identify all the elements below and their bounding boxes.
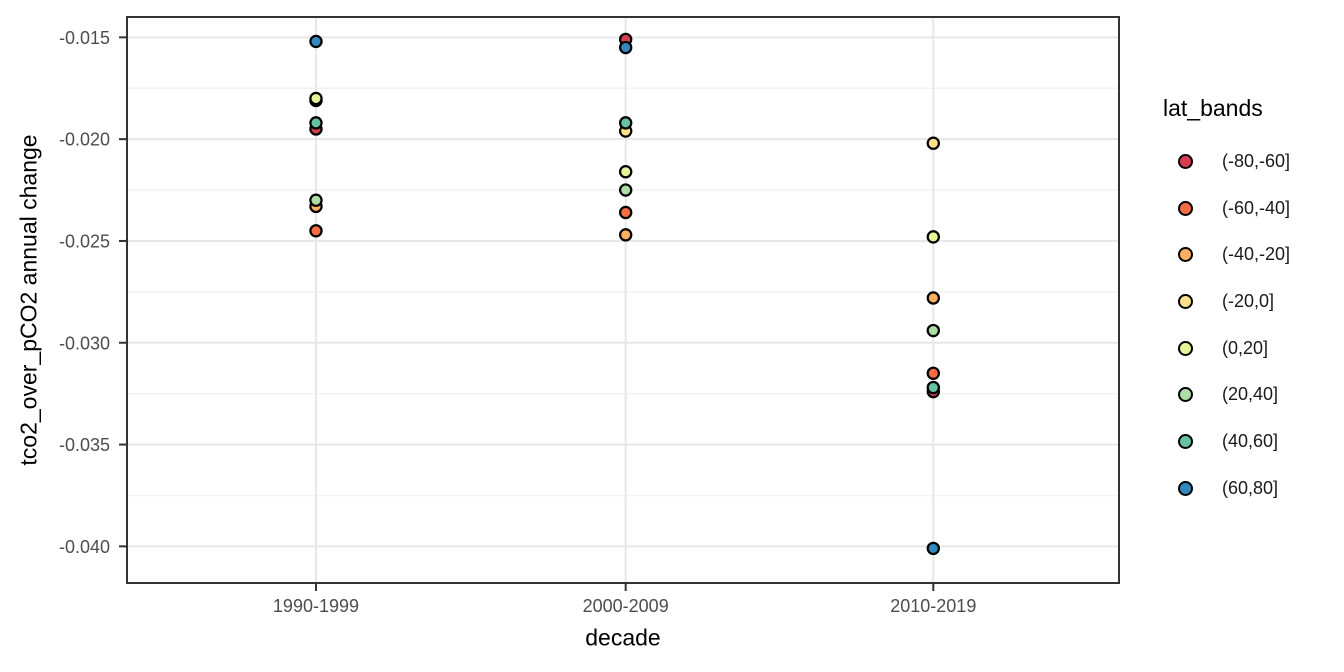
x-tick-label: 2000-2009 — [583, 596, 669, 616]
y-axis-title: tco2_over_pCO2 annual change — [15, 134, 42, 466]
y-tick-label: -0.020 — [59, 130, 110, 150]
data-point — [618, 228, 633, 242]
legend-swatch — [1178, 200, 1193, 216]
legend-swatch — [1178, 293, 1193, 309]
legend-item-label: (40,60] — [1222, 430, 1279, 451]
legend-item: (0,20] — [1163, 325, 1341, 372]
legend-item-label: (-80,-60] — [1222, 150, 1291, 171]
data-point — [926, 380, 940, 395]
legend: lat_bands (-80,-60] (-60,-40] (-40,-20] (-2… — [1163, 94, 1341, 512]
x-tick-label: 1990-1999 — [273, 596, 359, 616]
data-point — [618, 165, 633, 179]
data-point — [926, 291, 940, 305]
data-point — [309, 193, 323, 207]
legend-item: (20,40] — [1163, 371, 1341, 418]
legend-item-label: (20,40] — [1222, 384, 1279, 405]
legend-item-label: (60,80] — [1222, 477, 1279, 498]
y-tick-label: -0.035 — [59, 435, 110, 455]
data-point — [926, 230, 940, 244]
x-tick-label: 2010-2019 — [890, 596, 976, 616]
data-point — [926, 541, 940, 556]
legend-item: (-60,-40] — [1163, 185, 1341, 232]
legend-items: (-80,-60] (-60,-40] (-40,-20] (-20,0] (0,20]… — [1163, 138, 1341, 512]
legend-item: (40,60] — [1163, 418, 1341, 465]
data-point — [926, 366, 940, 380]
panel-border — [126, 16, 1120, 584]
y-tick-label: -0.040 — [59, 537, 110, 557]
y-tick-label: -0.015 — [59, 28, 110, 48]
legend-item: (-80,-60] — [1163, 138, 1341, 185]
data-point — [618, 116, 633, 130]
legend-swatch — [1178, 153, 1193, 169]
legend-item: (60,80] — [1163, 465, 1341, 512]
x-axis-title: decade — [585, 624, 661, 651]
data-point — [618, 205, 633, 220]
legend-item: (-20,0] — [1163, 278, 1341, 325]
legend-swatch — [1178, 480, 1193, 496]
legend-swatch — [1178, 387, 1193, 403]
data-point — [618, 40, 633, 55]
data-point — [618, 183, 633, 197]
y-tick-label: -0.030 — [59, 333, 110, 353]
data-point — [309, 91, 323, 106]
legend-title: lat_bands — [1163, 95, 1263, 121]
legend-swatch — [1178, 340, 1193, 356]
data-point — [309, 34, 323, 49]
legend-item-label: (-60,-40] — [1222, 197, 1291, 218]
legend-item-label: (-40,-20] — [1222, 244, 1291, 265]
data-point — [926, 136, 940, 150]
legend-item-label: (-20,0] — [1222, 290, 1275, 311]
y-tick-label: -0.025 — [59, 231, 110, 251]
data-point — [926, 323, 940, 338]
legend-swatch — [1178, 247, 1193, 263]
legend-item-label: (0,20] — [1222, 337, 1269, 358]
data-point — [309, 116, 323, 130]
data-point — [309, 224, 323, 238]
legend-item: (-40,-20] — [1163, 231, 1341, 278]
legend-swatch — [1178, 433, 1193, 449]
